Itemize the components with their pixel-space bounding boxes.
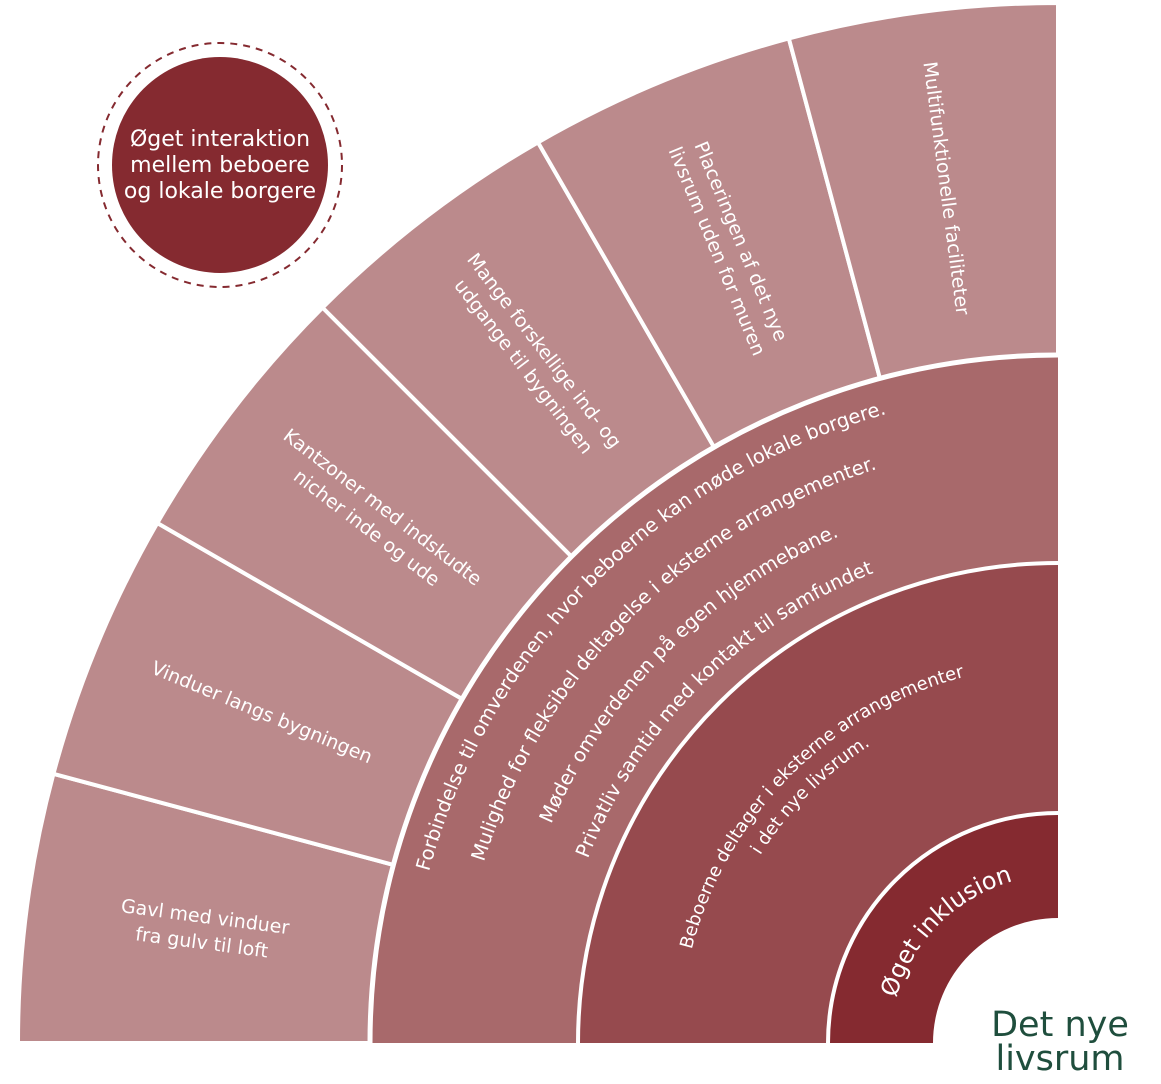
ring-border [367, 352, 1059, 1044]
ring-border [576, 561, 1059, 1044]
ring-outcomes [370, 355, 1058, 1043]
goal-circle [112, 57, 328, 273]
ring-border [826, 811, 1059, 1044]
goal-text: Øget interaktion [130, 127, 310, 152]
ring-core [828, 813, 1058, 1043]
goal-text: og lokale borgere [124, 179, 316, 204]
goal-ring [97, 42, 343, 288]
ring-effect [578, 563, 1058, 1043]
corner-title: Det nye [991, 1005, 1129, 1045]
goal-text: mellem beboere [130, 153, 310, 178]
corner-title: livsrum [995, 1039, 1124, 1079]
